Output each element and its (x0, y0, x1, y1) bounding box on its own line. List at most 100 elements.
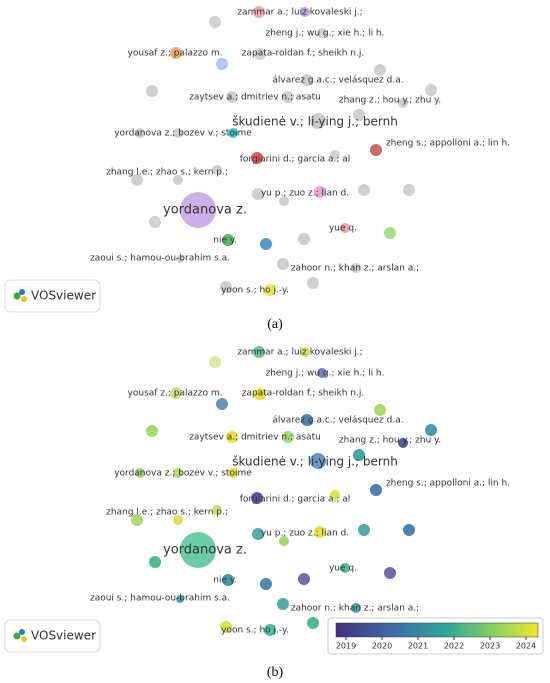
node (398, 438, 408, 448)
node-label: nie y. (213, 576, 237, 586)
caption: (b) (267, 665, 284, 680)
node (228, 128, 238, 138)
node (370, 144, 382, 156)
node-label: zhang z.; hou y.; zhu y. (339, 96, 441, 106)
network-panel: zammar a.; luiz kovaleski j.; zheng j.; w… (4, 346, 510, 680)
node (384, 567, 396, 579)
node-label: nie y. (213, 236, 237, 246)
node (314, 526, 326, 538)
node-label: zapata-roldan f.; sheikh n.j. (242, 389, 364, 399)
node (170, 387, 182, 399)
node-label: zhang l.e.; zhao s.; kern p.; (106, 168, 228, 178)
node (307, 617, 319, 629)
node-label: yu p.; zuo z.; lian d. (261, 529, 349, 539)
logo-box (4, 619, 101, 653)
node (264, 284, 276, 296)
node (330, 490, 340, 500)
node (251, 152, 263, 164)
node-label: álvarez g.a.c.; velásquez d.a. (272, 76, 403, 86)
legend-tick-label: 2021 (408, 642, 428, 651)
node (251, 492, 263, 504)
node (330, 150, 340, 160)
node-label: yordanova z.; bozev v.; stoime (114, 469, 252, 479)
node (131, 514, 143, 526)
node-label: zheng j.; wu g.; xie h.; li h. (266, 369, 385, 379)
node (351, 603, 361, 613)
node (212, 165, 222, 175)
node-label: zheng j.; wu g.; xie h.; li h. (266, 29, 385, 39)
node (358, 524, 370, 536)
node (176, 595, 184, 603)
node-label: yordanova z.; bozev v.; stoime (114, 129, 252, 139)
legend-tick-label: 2024 (516, 642, 536, 651)
node (220, 281, 232, 293)
node-label: yousaf z.; palazzo m. (128, 49, 223, 59)
node-label: zaytsev a.; dmitriev n.; asatu (189, 93, 321, 103)
node-label: zaoui s.; hamou-ou-brahim s.a. (90, 254, 230, 264)
logo-icon (19, 289, 25, 295)
logo-text: VOSviewer (31, 629, 96, 643)
node (353, 449, 365, 461)
node (180, 532, 216, 568)
node (252, 188, 264, 200)
node (176, 255, 184, 263)
node (358, 184, 370, 196)
node (253, 346, 265, 358)
node-label: zammar a.; luiz kovaleski j.; (237, 8, 362, 18)
node (340, 223, 350, 233)
node (220, 621, 232, 633)
node-label: forgiarini d.; garcia a.; al (240, 495, 351, 505)
node (146, 85, 158, 97)
node-label: zahoor n.; khan z.; arslan a.; (291, 604, 419, 614)
legend-tick-label: 2022 (444, 642, 464, 651)
node (340, 563, 350, 573)
node-label: zheng s.; appolloni a.; lin h. (386, 479, 510, 489)
node (317, 368, 327, 378)
node-label: zheng s.; appolloni a.; lin h. (386, 139, 510, 149)
node (310, 453, 326, 469)
logo-text: VOSviewer (31, 289, 96, 303)
node (173, 515, 183, 525)
node (307, 277, 319, 289)
node (173, 128, 183, 138)
node (253, 6, 265, 18)
node (222, 574, 234, 586)
node-label: yue q. (329, 564, 357, 574)
node (222, 234, 234, 246)
node-label: yoon s.; ho j.-y. (221, 286, 289, 296)
node (254, 388, 266, 400)
legend-tick-label: 2020 (372, 642, 392, 651)
node (216, 398, 228, 410)
node-label: yu p.; zuo z.; lian d. (261, 189, 349, 199)
node-label: yousaf z.; palazzo m. (128, 389, 223, 399)
node-label: yordanova z. (163, 543, 247, 558)
node-label: zaytsev a.; dmitriev n.; asatu (189, 433, 321, 443)
node (300, 7, 310, 17)
logo-icon (13, 632, 21, 640)
node (135, 128, 145, 138)
node-label: yoon s.; ho j.-y. (221, 626, 289, 636)
node-label: forgiarini d.; garcia a.; al (240, 155, 351, 165)
logo-icon (19, 629, 25, 635)
node (374, 64, 386, 76)
node (425, 84, 437, 96)
node (226, 431, 238, 443)
node (252, 528, 264, 540)
node (173, 468, 183, 478)
node (131, 174, 143, 186)
color-bar (335, 622, 539, 638)
node-label: zhang l.e.; zhao s.; kern p.; (106, 508, 228, 518)
node (351, 263, 361, 273)
node-label: yordanova z. (163, 203, 247, 218)
node (403, 184, 415, 196)
node (370, 484, 382, 496)
node-label: zapata-roldan f.; sheikh n.j. (242, 49, 364, 59)
node (403, 524, 415, 536)
node (173, 175, 183, 185)
legend-tick-label: 2023 (480, 642, 500, 651)
node (135, 468, 145, 478)
node (384, 227, 396, 239)
logo-icon (21, 636, 27, 642)
node (317, 28, 327, 38)
